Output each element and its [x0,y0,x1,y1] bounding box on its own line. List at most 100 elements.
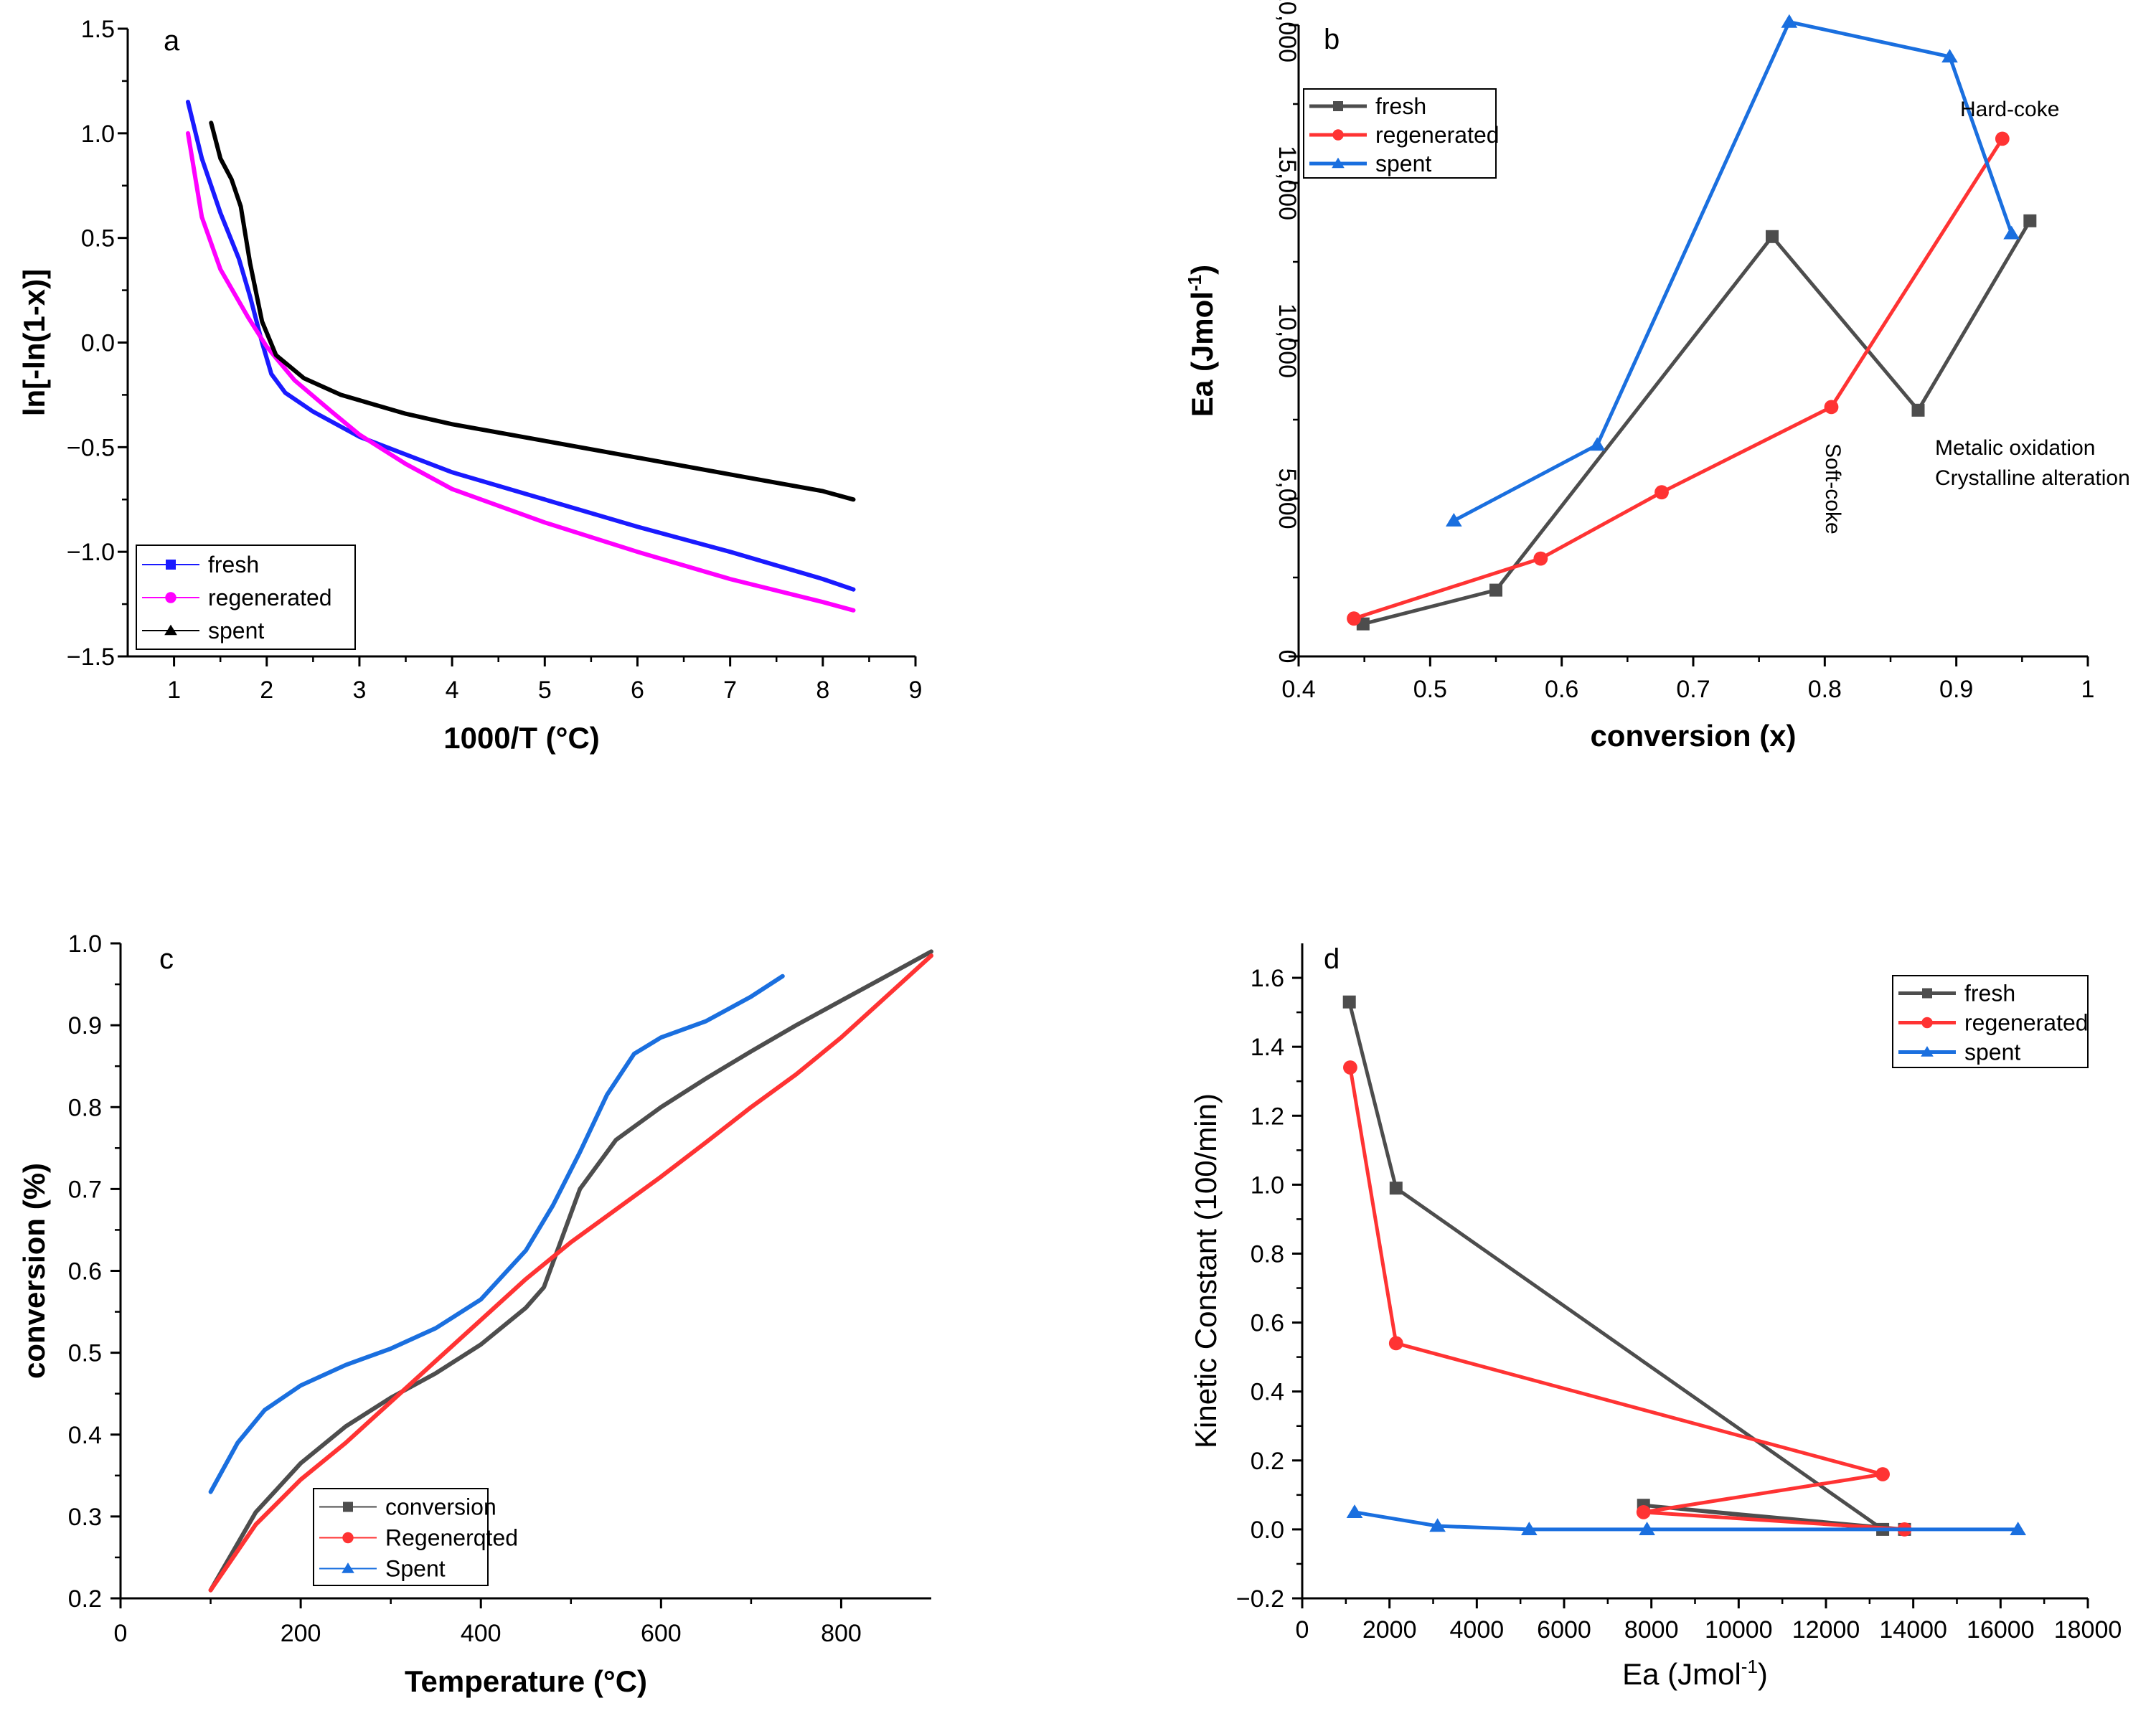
y-tick-label: 1.2 [1251,1103,1284,1130]
data-point [1654,485,1669,500]
legend-marker [1921,1017,1933,1029]
y-tick-label: 0.8 [68,1094,102,1121]
y-tick-label: −1.0 [67,539,115,566]
x-tick-label: 10000 [1705,1616,1773,1644]
data-point [1346,1504,1363,1518]
x-tick-label: 6 [631,676,644,704]
legend: conversion Regenerqted Spent [313,1488,518,1586]
x-axis-title: Temperature (°C) [405,1664,647,1698]
legend-label: fresh [1964,981,2015,1006]
data-point [1875,1467,1890,1481]
legend-label: fresh [1375,93,1426,119]
x-tick-label: 1 [2081,676,2095,703]
series-line-fresh [186,100,856,592]
panel-letter: a [164,25,180,57]
legend-label: conversion [385,1494,496,1520]
y-tick-label: −0.2 [1236,1585,1284,1613]
legend-label: spent [1964,1040,2020,1065]
y-tick-label: 0.9 [68,1012,102,1040]
x-tick-label: 9 [909,676,923,704]
legend-label: fresh [208,552,259,578]
legend-marker [1333,101,1343,111]
x-axis-title: 1000/T (°C) [443,721,600,755]
data-point [1520,1522,1538,1535]
panel-letter: b [1324,24,1340,55]
x-tick-label: 0.5 [1413,676,1447,703]
x-tick-label: 12000 [1792,1616,1860,1644]
y-tick-label: 5,000 [1274,468,1301,529]
legend: fresh regenerated spent [1892,975,2089,1068]
series-line-regenerated [186,131,856,613]
series-line-regenerated [1352,136,2005,621]
y-tick-label: 15,000 [1274,146,1301,220]
data-point [2010,1522,2027,1535]
x-tick-label: 5 [538,676,552,704]
x-tick-label: 0 [114,1620,128,1647]
x-tick-label: 200 [281,1620,321,1647]
y-tick-label: 1.4 [1251,1034,1284,1061]
y-tick-label: 0.2 [1251,1448,1284,1475]
data-point [1824,400,1839,415]
panel-c: 0 200 400 600 800 0.2 0.3 0.4 0.5 0.6 0.7 0.8 0.9 1.0… [17,930,933,1698]
series-line-regenerated [1348,1065,1906,1532]
x-tick-label: 0 [1296,1616,1309,1644]
x-tick-label: 0.8 [1808,676,1842,703]
legend-label: spent [1375,151,1431,176]
data-point [1995,131,2010,146]
legend-label: regenerated [1375,122,1500,148]
panel-d: 0 2000 4000 6000 8000 10000 12000 14000 16000 180… [1189,943,2122,1691]
data-point [1533,551,1548,566]
data-point [1941,49,1958,63]
x-tick-label: 3 [352,676,366,704]
series-line-conversion [208,949,933,1593]
x-tick-label: 2000 [1362,1616,1417,1644]
y-tick-label: 0.5 [81,225,115,253]
legend: fresh regenerated spent [1303,88,1500,179]
legend-label: Regenerqted [385,1525,518,1551]
y-tick-label: 1.0 [81,121,115,148]
data-point [1911,403,1925,417]
annotation: Soft-coke [1821,443,1845,534]
series-line-spent [1451,20,2014,523]
x-tick-label: 600 [641,1620,682,1647]
y-tick-label: 10,000 [1274,303,1301,378]
x-tick-label: 8000 [1624,1616,1679,1644]
x-axis-title: Ea (Jmol-1) [1622,1656,1768,1691]
panel-letter: c [159,943,174,975]
series-line-spent [209,121,856,502]
legend-marker [343,1502,353,1512]
data-point [1489,583,1502,597]
series-line-fresh [1347,1000,1906,1532]
data-point [1588,437,1606,451]
data-point [1389,1182,1403,1195]
x-tick-label: 18000 [2054,1616,2122,1644]
legend-label: regenerated [1964,1010,2089,1036]
data-point [1636,1504,1651,1519]
legend-label: regenerated [208,585,332,610]
data-point [2003,225,2020,240]
data-point [2023,214,2037,227]
series-line-fresh [1361,219,2032,626]
legend-marker [1332,129,1344,141]
data-point [1388,1336,1403,1351]
series-line-regenerqted [208,953,933,1593]
x-axis-title: conversion (x) [1590,719,1796,753]
data-point [1347,611,1361,626]
legend-marker [1921,1046,1934,1057]
y-axis-title: Ea (Jmol-1) [1184,265,1219,417]
legend-marker [1922,988,1932,999]
y-tick-label: 1.0 [1251,1172,1284,1199]
y-tick-label: 0.6 [68,1258,102,1286]
x-tick-label: 0.4 [1281,676,1315,703]
y-tick-label: 1.5 [81,16,115,43]
legend-marker [342,1562,354,1573]
legend: fresh regenerated spent [136,544,356,650]
x-tick-label: 7 [723,676,737,704]
y-tick-label: 0.2 [68,1585,102,1613]
annotation: Hard-coke [1960,98,2059,121]
y-tick-label: −0.5 [67,434,115,461]
y-tick-label: 0.7 [68,1176,102,1203]
x-tick-label: 14000 [1879,1616,1947,1644]
x-tick-label: 6000 [1537,1616,1591,1644]
y-tick-label: 0.8 [1251,1240,1284,1268]
